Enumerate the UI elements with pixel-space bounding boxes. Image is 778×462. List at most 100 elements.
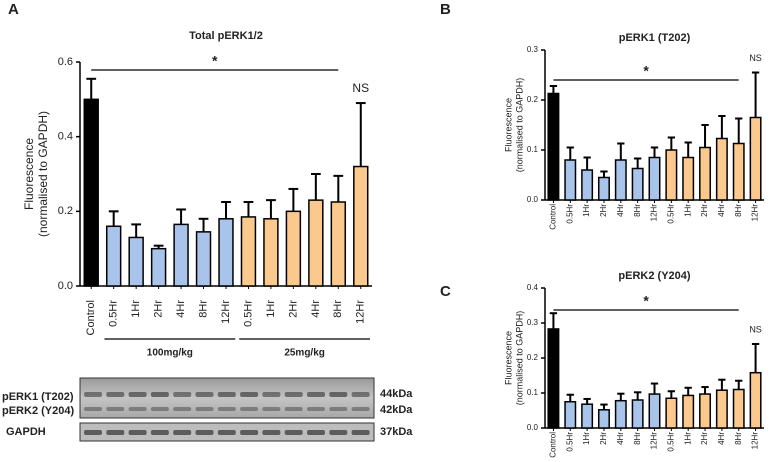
x-tick-label: 0.5Hr bbox=[565, 432, 574, 452]
bar bbox=[128, 236, 144, 287]
x-tick-label: 1Hr bbox=[582, 432, 591, 445]
bar bbox=[263, 218, 279, 287]
band bbox=[240, 392, 259, 397]
significance-star: * bbox=[643, 293, 649, 309]
bar bbox=[665, 149, 678, 201]
bar bbox=[150, 247, 167, 287]
x-tick-label: 2Hr bbox=[153, 300, 165, 318]
bar bbox=[732, 388, 745, 429]
bar bbox=[715, 137, 728, 201]
x-tick-label: 1Hr bbox=[130, 300, 142, 318]
group-label: 100mg/kg bbox=[147, 348, 193, 359]
y-axis-label: Fluorescence bbox=[22, 138, 36, 210]
band bbox=[128, 407, 147, 411]
y-tick-label: 0.0 bbox=[527, 423, 539, 432]
y-tick-label: 0.4 bbox=[58, 131, 73, 143]
x-tick-label: 1Hr bbox=[683, 432, 692, 445]
chart-title: Total pERK1/2 bbox=[189, 30, 263, 42]
band bbox=[217, 407, 236, 411]
bar bbox=[105, 225, 122, 287]
y-axis-label: (normalised to GAPDH) bbox=[514, 311, 524, 406]
band bbox=[262, 430, 281, 435]
band bbox=[106, 392, 125, 397]
x-tick-label: 0.5Hr bbox=[242, 300, 254, 327]
band bbox=[351, 392, 370, 397]
y-axis-label: (normalised to GAPDH) bbox=[36, 111, 50, 237]
x-tick-label: 0.5Hr bbox=[666, 204, 675, 224]
x-tick-label: Control bbox=[549, 432, 558, 458]
y-tick-label: 0.0 bbox=[58, 280, 73, 292]
y-axis-label: Fluorescence bbox=[503, 331, 513, 385]
bar bbox=[648, 393, 661, 429]
x-tick-label: 2Hr bbox=[287, 300, 299, 318]
x-tick-label: 8Hr bbox=[633, 432, 642, 445]
x-tick-label: 12Hr bbox=[220, 300, 232, 324]
blot-size-label: 42kDa bbox=[380, 404, 413, 416]
y-tick-label: 0.6 bbox=[58, 56, 73, 68]
band bbox=[128, 392, 147, 397]
bar bbox=[614, 399, 627, 429]
blot-row-label: pERK1 (T202) bbox=[2, 391, 74, 403]
bar bbox=[732, 142, 745, 201]
bar bbox=[547, 92, 560, 201]
blot-box bbox=[79, 377, 375, 419]
x-tick-label: 4Hr bbox=[616, 432, 625, 445]
y-tick-label: 0.3 bbox=[527, 45, 539, 54]
y-axis-label: (normalised to GAPDH) bbox=[514, 78, 524, 173]
group-label: 25mg/kg bbox=[284, 348, 325, 359]
band bbox=[173, 407, 192, 411]
y-tick-label: 0.2 bbox=[527, 95, 539, 104]
bar bbox=[665, 397, 678, 429]
x-tick-label: 0.5Hr bbox=[108, 300, 120, 327]
band bbox=[262, 407, 281, 411]
x-tick-label: 12Hr bbox=[355, 300, 367, 324]
x-tick-label: 4Hr bbox=[717, 204, 726, 217]
x-tick-label: 0.5Hr bbox=[666, 432, 675, 452]
blot-row-label: GAPDH bbox=[6, 426, 46, 438]
x-tick-label: 4Hr bbox=[616, 204, 625, 217]
y-tick-label: 0.1 bbox=[527, 145, 539, 154]
bar bbox=[614, 159, 627, 201]
x-tick-label: 8Hr bbox=[734, 432, 743, 445]
bar bbox=[699, 393, 712, 429]
bar bbox=[597, 176, 610, 201]
x-tick-label: 4Hr bbox=[175, 300, 187, 318]
x-tick-label: Control bbox=[549, 204, 558, 230]
bar bbox=[715, 389, 728, 429]
band bbox=[329, 407, 348, 411]
y-tick-label: 0.0 bbox=[527, 195, 539, 204]
panel-letter: A bbox=[8, 1, 19, 18]
band bbox=[307, 392, 325, 397]
y-tick-label: 0.2 bbox=[527, 353, 539, 362]
bar bbox=[218, 218, 234, 287]
x-tick-label: 12Hr bbox=[650, 204, 659, 222]
bar bbox=[581, 169, 594, 201]
band bbox=[128, 430, 147, 435]
x-tick-label: 2Hr bbox=[700, 204, 709, 217]
band bbox=[351, 407, 370, 411]
x-tick-label: 8Hr bbox=[633, 204, 642, 217]
band bbox=[329, 392, 348, 397]
blot: pERK1 (T202) pERK2 (Y204) GAPDH 44kDa 42… bbox=[2, 377, 413, 442]
band bbox=[195, 407, 214, 411]
bar bbox=[581, 403, 594, 429]
x-tick-label: Control bbox=[85, 300, 97, 335]
bar bbox=[648, 156, 661, 201]
x-tick-label: 12Hr bbox=[751, 432, 760, 450]
ns-label: NS bbox=[352, 81, 369, 95]
chart-title: pERK2 (Y204) bbox=[618, 270, 690, 282]
band bbox=[173, 430, 192, 435]
bar bbox=[597, 409, 610, 429]
x-tick-label: 2Hr bbox=[599, 204, 608, 217]
bar bbox=[353, 165, 369, 287]
y-axis-label: Fluorescence bbox=[503, 98, 513, 152]
blot-size-label: 37kDa bbox=[380, 426, 413, 438]
x-tick-label: 2Hr bbox=[599, 432, 608, 445]
x-tick-label: 8Hr bbox=[734, 204, 743, 217]
ns-label: NS bbox=[749, 53, 762, 63]
chart-title: pERK1 (T202) bbox=[619, 32, 691, 44]
y-tick-label: 0.1 bbox=[527, 388, 539, 397]
x-tick-label: 4Hr bbox=[717, 432, 726, 445]
band bbox=[262, 392, 281, 397]
